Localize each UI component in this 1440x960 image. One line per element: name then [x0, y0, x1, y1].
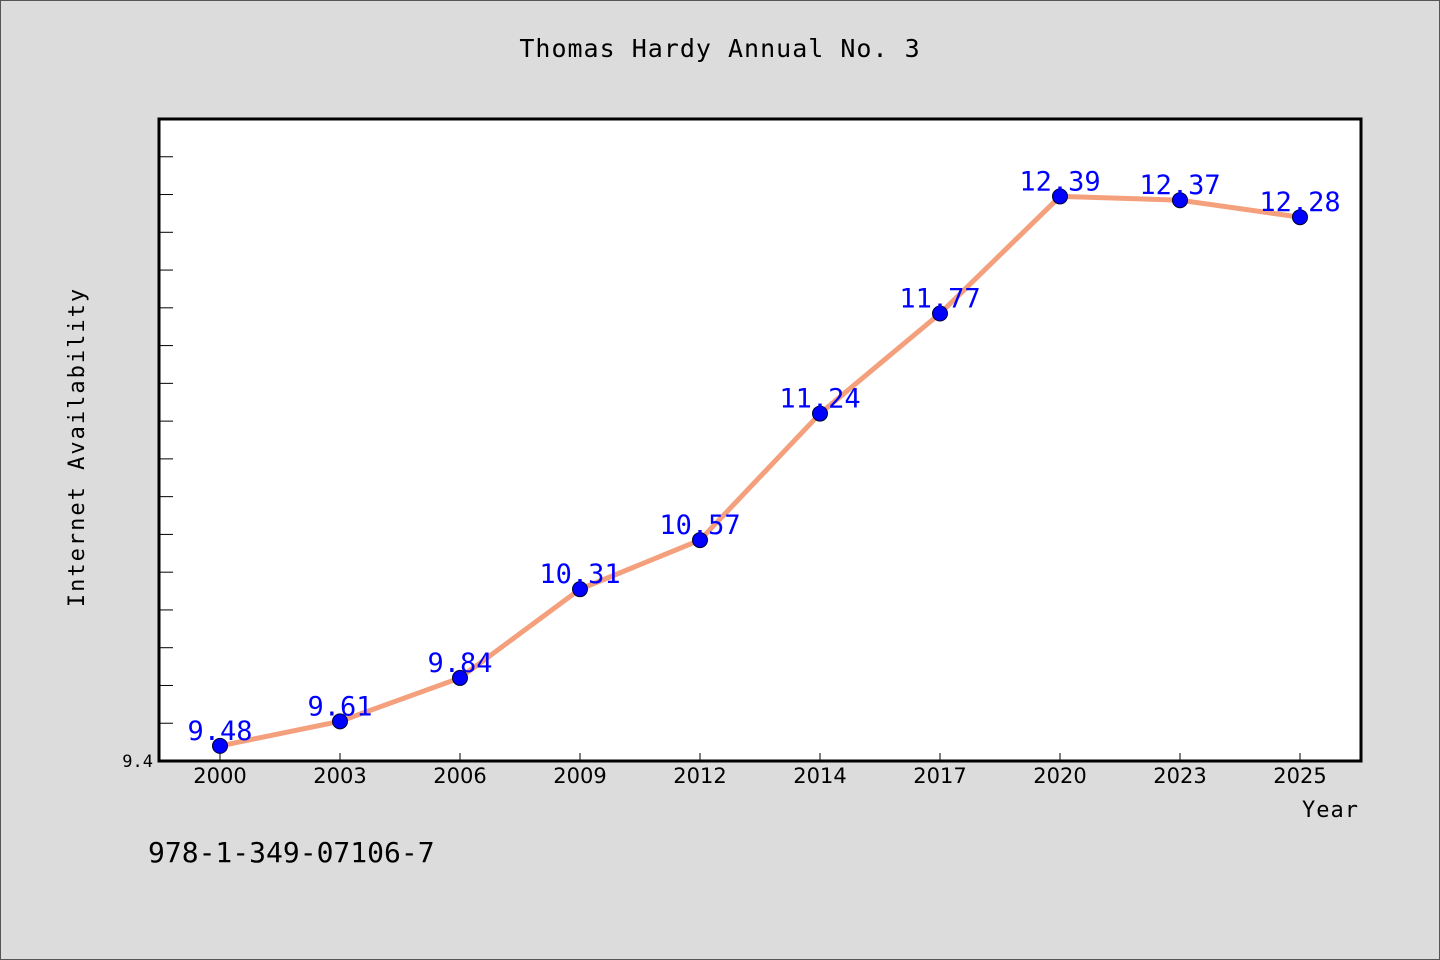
data-label: 9.48 [187, 716, 252, 747]
data-point [1172, 192, 1188, 209]
x-tick-label: 2020 [1033, 764, 1086, 788]
chart-title: Thomas Hardy Annual No. 3 [519, 34, 921, 63]
data-point [812, 405, 828, 422]
data-point [1292, 209, 1308, 226]
data-point [452, 669, 468, 686]
x-tick-label: 2003 [313, 764, 366, 788]
series-line [217, 193, 1303, 749]
data-label: 11.24 [779, 384, 860, 415]
x-tick-label: 2012 [673, 764, 726, 788]
data-label: 10.57 [659, 510, 740, 541]
x-tick-label: 2023 [1153, 764, 1206, 788]
data-label: 10.31 [539, 559, 620, 590]
y-tick-label: 9.4 [122, 752, 153, 772]
x-tick-label: 2014 [793, 764, 846, 788]
data-label: 9.84 [427, 648, 492, 679]
data-point [332, 713, 348, 730]
x-tick-label: 2025 [1273, 764, 1326, 788]
data-point [692, 532, 708, 549]
x-axis-label: Year [1302, 798, 1359, 823]
data-label: 12.37 [1139, 170, 1220, 201]
data-label: 12.39 [1019, 166, 1100, 197]
x-tick-label: 2017 [913, 764, 966, 788]
y-axis-label: Internet Availability [65, 287, 90, 607]
data-label: 9.61 [307, 691, 372, 722]
data-label: 11.77 [899, 283, 980, 314]
data-markers [212, 188, 1308, 754]
x-tick-label: 2006 [433, 764, 486, 788]
x-axis-tick-labels: 2000 2003 2006 2009 2012 2014 2017 2020 2023 2025 [193, 764, 1326, 788]
x-axis-ticks [219, 753, 1301, 761]
data-point [932, 305, 948, 322]
plot-area [157, 117, 1363, 763]
data-point [212, 737, 228, 754]
data-point [572, 581, 588, 598]
isbn-text: 978-1-349-07106-7 [148, 836, 435, 869]
data-label: 12.28 [1259, 187, 1340, 218]
data-point [1052, 188, 1068, 205]
y-axis-ticks [159, 156, 173, 724]
x-tick-label: 2009 [553, 764, 606, 788]
data-labels: 9.48 9.61 9.84 10.31 10.57 11.24 11.77 12.39 12.… [187, 166, 1340, 746]
x-tick-label: 2000 [193, 764, 246, 788]
